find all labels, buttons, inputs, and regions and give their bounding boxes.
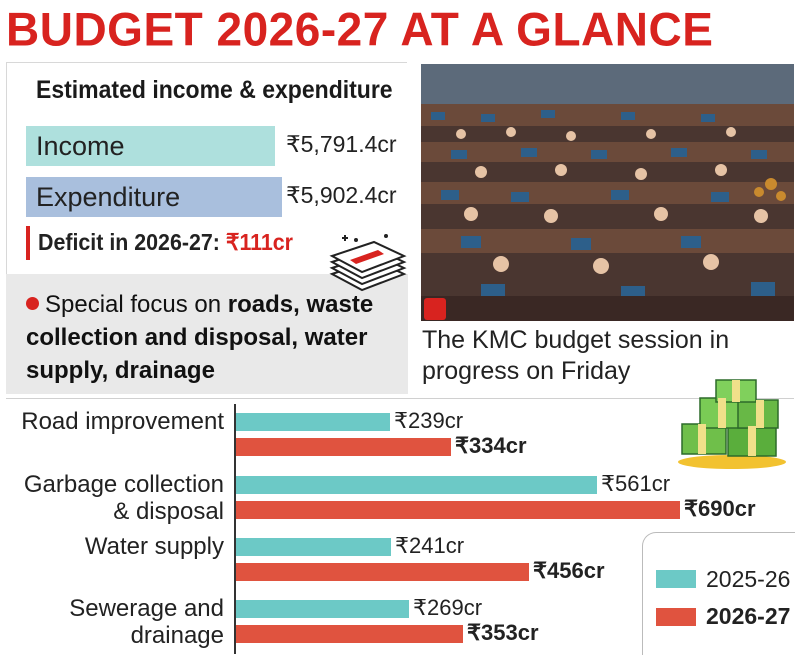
- legend: [642, 532, 795, 655]
- kmc-session-photo: [421, 64, 794, 321]
- bar-2025-26: [236, 538, 391, 556]
- deficit-label: Deficit in 2026-27:: [38, 229, 226, 255]
- category-label: Road improvement: [21, 408, 224, 435]
- bar-value-label: ₹561cr: [601, 471, 671, 496]
- chart-panel: [6, 398, 794, 655]
- focus-areas: roads, waste collection and disposal, wa…: [26, 291, 374, 384]
- expenditure-bar: Expenditure: [26, 177, 282, 217]
- bar-2026-27: [236, 438, 451, 456]
- deficit-line: Deficit in 2026-27: ₹111cr: [38, 229, 293, 256]
- bar-value-label: ₹241cr: [395, 533, 465, 558]
- bar-2025-26: [236, 476, 597, 494]
- expenditure-value: ₹5,902.4cr: [286, 182, 397, 208]
- bar-2026-27: [236, 501, 680, 519]
- income-bar: Income: [26, 126, 275, 166]
- page-title: BUDGET 2026-27 AT A GLANCE: [6, 2, 714, 56]
- bar-value-label: ₹456cr: [533, 558, 605, 583]
- bullet-icon: [26, 297, 39, 311]
- legend-swatch-2026-27: [656, 608, 696, 626]
- income-value: ₹5,791.4cr: [286, 131, 397, 157]
- chart-axis: [234, 404, 236, 654]
- money-bundles-icon: [678, 379, 786, 469]
- bar-value-label: ₹239cr: [394, 408, 464, 433]
- bar-2025-26: [236, 600, 409, 618]
- bar-2026-27: [236, 625, 463, 643]
- bar-2026-27: [236, 563, 529, 581]
- logo-icon: [424, 298, 446, 320]
- bar-value-label: ₹690cr: [684, 496, 756, 521]
- bar-value-label: ₹269cr: [413, 595, 483, 620]
- category-label: Garbage collection & disposal: [23, 471, 224, 525]
- photo-caption: The KMC budget session in progress on Fr…: [422, 326, 730, 385]
- deficit-value: ₹111cr: [225, 229, 293, 255]
- bar-2025-26: [236, 413, 390, 431]
- deficit-marker: [26, 226, 30, 260]
- bar-value-label: ₹353cr: [467, 620, 539, 645]
- category-label: Sewerage and drainage: [69, 595, 224, 649]
- focus-panel: [6, 274, 408, 394]
- focus-prefix: Special focus on: [45, 291, 228, 318]
- legend-swatch-2025-26: [656, 570, 696, 588]
- expenditure-label: Expenditure: [36, 182, 181, 212]
- summary-heading: Estimated income & expenditure: [36, 76, 393, 104]
- focus-text: Special focus on roads, waste collection…: [26, 288, 396, 387]
- cash-stack-icon: [329, 234, 407, 292]
- legend-label-2026-27: 2026-27: [706, 603, 791, 629]
- bar-value-label: ₹334cr: [455, 433, 527, 458]
- legend-label-2025-26: 2025-26: [706, 566, 791, 592]
- income-label: Income: [36, 131, 125, 161]
- category-label: Water supply: [84, 533, 224, 560]
